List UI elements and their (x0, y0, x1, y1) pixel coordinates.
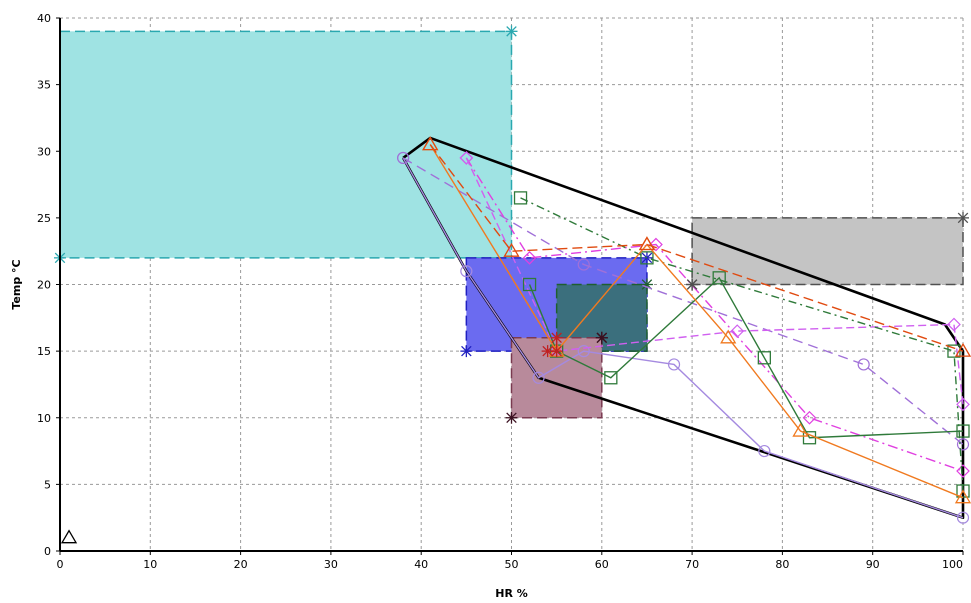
zone-rect (691, 217, 964, 286)
series-line (429, 144, 964, 352)
triangle-marker (720, 329, 737, 344)
series-line (520, 197, 964, 492)
circle-marker (577, 345, 590, 358)
y-tick-label: 20 (37, 279, 51, 292)
data-series (422, 136, 971, 357)
x-tick-label: 90 (866, 558, 880, 571)
series-line (465, 157, 964, 405)
circle-marker (532, 371, 545, 384)
circle-marker (397, 151, 410, 165)
x-tick-label: 30 (324, 558, 338, 571)
triangle-marker (954, 342, 971, 357)
circle-marker (758, 444, 771, 458)
axes (56, 17, 964, 555)
x-tick-label: 40 (414, 558, 428, 571)
circle-marker (956, 438, 970, 451)
circle-marker (956, 511, 970, 524)
y-tick-label: 30 (37, 145, 51, 158)
comfort-zones (54, 25, 969, 424)
square-marker (513, 191, 528, 205)
triangle-marker (503, 242, 520, 257)
triangle-marker (792, 422, 809, 437)
circle-marker (460, 265, 473, 278)
data-series (397, 151, 970, 451)
series-line (429, 144, 964, 499)
star-marker (550, 331, 563, 344)
y-tick-label: 15 (37, 345, 51, 358)
y-tick-label: 0 (44, 545, 51, 558)
star-marker (957, 211, 969, 224)
diamond-marker (649, 237, 663, 252)
square-marker (640, 251, 654, 265)
diamond-marker (459, 151, 474, 165)
circle-marker (577, 258, 590, 271)
diamond-marker (956, 464, 970, 478)
diamond-marker (947, 317, 961, 332)
y-tick-label: 5 (44, 478, 51, 491)
series-line (465, 157, 964, 472)
x-tick-label: 70 (685, 558, 699, 571)
square-marker (757, 351, 771, 365)
star-marker (505, 25, 518, 38)
star-marker (460, 345, 473, 358)
x-tick-label: 50 (505, 558, 519, 571)
y-tick-label: 35 (37, 79, 51, 92)
x-tick-label: 0 (57, 558, 64, 571)
diamond-marker (956, 397, 970, 412)
square-marker (712, 271, 726, 285)
triangle-marker (638, 236, 656, 251)
triangle-marker (954, 489, 971, 504)
diamond-marker (522, 251, 537, 265)
star-marker (505, 411, 518, 424)
square-marker (522, 277, 537, 292)
y-tick-label: 40 (37, 12, 51, 25)
x-tick-label: 20 (234, 558, 248, 571)
series-line (402, 157, 964, 519)
y-axis-label: Temp °C (10, 259, 23, 309)
diamond-marker (802, 410, 817, 425)
square-marker (956, 424, 970, 438)
data-series (459, 151, 970, 412)
diamond-marker (730, 324, 745, 338)
tick-labels: 0 10 20 30 40 50 60 70 80 90 100 0 5 10 15 20 25 30 35 40 (37, 12, 963, 571)
x-axis-label: HR % (495, 587, 528, 600)
y-tick-label: 10 (37, 412, 51, 425)
data-series (541, 331, 563, 358)
square-marker (604, 371, 618, 385)
x-tick-label: 80 (775, 558, 789, 571)
square-marker (947, 344, 961, 358)
x-tick-label: 10 (143, 558, 157, 571)
circle-marker (857, 358, 870, 371)
triangle-marker (60, 529, 78, 544)
x-tick-label: 60 (595, 558, 609, 571)
series-group (60, 136, 971, 544)
star-marker (550, 345, 563, 358)
star-marker (595, 331, 608, 344)
y-tick-label: 25 (37, 212, 51, 225)
series-line (402, 157, 964, 445)
circle-marker (667, 358, 681, 371)
triangle-marker (422, 136, 439, 151)
x-tick-label: 100 (942, 558, 963, 571)
zone-rect (59, 30, 513, 259)
star-marker (686, 278, 699, 291)
